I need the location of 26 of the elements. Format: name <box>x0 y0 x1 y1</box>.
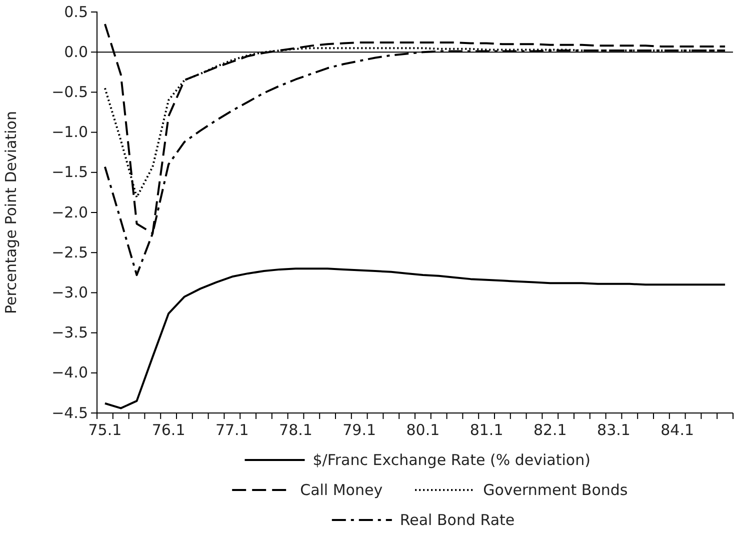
x-tick-label: 82.1 <box>533 421 567 439</box>
y-tick-label: −2.0 <box>52 203 88 222</box>
y-tick-label: −1.5 <box>52 163 88 182</box>
x-tick-label: 79.1 <box>342 421 376 439</box>
x-tick-label: 75.1 <box>88 421 122 439</box>
x-tick-label: 76.1 <box>152 421 186 439</box>
x-tick-label: 80.1 <box>406 421 440 439</box>
y-tick-label: 0.0 <box>64 42 88 61</box>
legend-label: Real Bond Rate <box>400 511 515 529</box>
x-tick-label: 77.1 <box>215 421 249 439</box>
x-tick-label: 81.1 <box>470 421 504 439</box>
legend-label: $/Franc Exchange Rate (% deviation) <box>312 451 590 469</box>
y-tick-label: −3.5 <box>52 324 88 342</box>
legend-label: Call Money <box>300 481 383 499</box>
x-tick-label: 78.1 <box>279 421 312 439</box>
y-tick-label: −1.0 <box>52 123 88 142</box>
y-tick-label: −0.5 <box>52 83 88 101</box>
y-tick-label: −2.5 <box>52 243 88 262</box>
x-tick-label: 84.1 <box>660 421 694 439</box>
legend-label: Government Bonds <box>483 481 628 499</box>
y-tick-label: 0.5 <box>64 2 88 21</box>
y-axis-title: Percentage Point Deviation <box>2 111 20 314</box>
y-tick-label: −3.0 <box>52 284 88 302</box>
x-tick-label: 83.1 <box>597 421 630 439</box>
y-tick-label: −4.5 <box>52 404 88 422</box>
y-tick-label: −4.0 <box>52 364 88 382</box>
